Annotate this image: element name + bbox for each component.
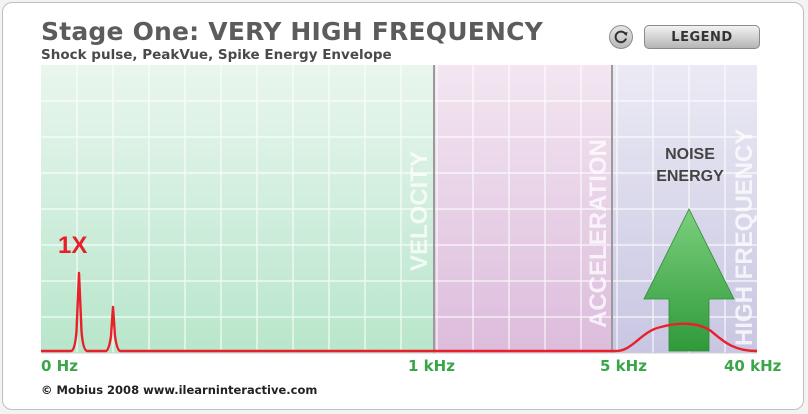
refresh-icon xyxy=(614,30,628,44)
tick-5khz: 5 kHz xyxy=(600,357,647,375)
page-subtitle: Shock pulse, PeakVue, Spike Energy Envel… xyxy=(41,47,392,63)
copyright-footer: © Mobius 2008 www.ilearninteractive.com xyxy=(41,383,318,397)
spectrum-chart: VELOCITY ACCELERATION HIGH FREQUENCY NOI… xyxy=(41,65,758,354)
tick-40khz: 40 kHz xyxy=(724,357,782,375)
noise-arrow-icon xyxy=(643,208,735,352)
velocity-zone-label: VELOCITY xyxy=(406,151,433,271)
app-frame: Stage One: VERY HIGH FREQUENCY Shock pul… xyxy=(2,2,804,410)
legend-button[interactable]: LEGEND xyxy=(644,25,760,49)
page-title: Stage One: VERY HIGH FREQUENCY xyxy=(41,17,543,46)
noise-label: NOISE xyxy=(665,146,715,163)
spectrum-line xyxy=(41,271,758,353)
acceleration-zone-label: ACCELERATION xyxy=(585,139,612,328)
reset-button[interactable] xyxy=(609,25,633,49)
energy-label: ENERGY xyxy=(656,168,724,185)
high-frequency-zone-label: HIGH FREQUENCY xyxy=(731,129,758,346)
chart-grid xyxy=(41,65,757,353)
peak-1x-label: 1X xyxy=(58,232,87,259)
tick-0hz: 0 Hz xyxy=(41,357,78,375)
tick-1khz: 1 kHz xyxy=(408,357,455,375)
